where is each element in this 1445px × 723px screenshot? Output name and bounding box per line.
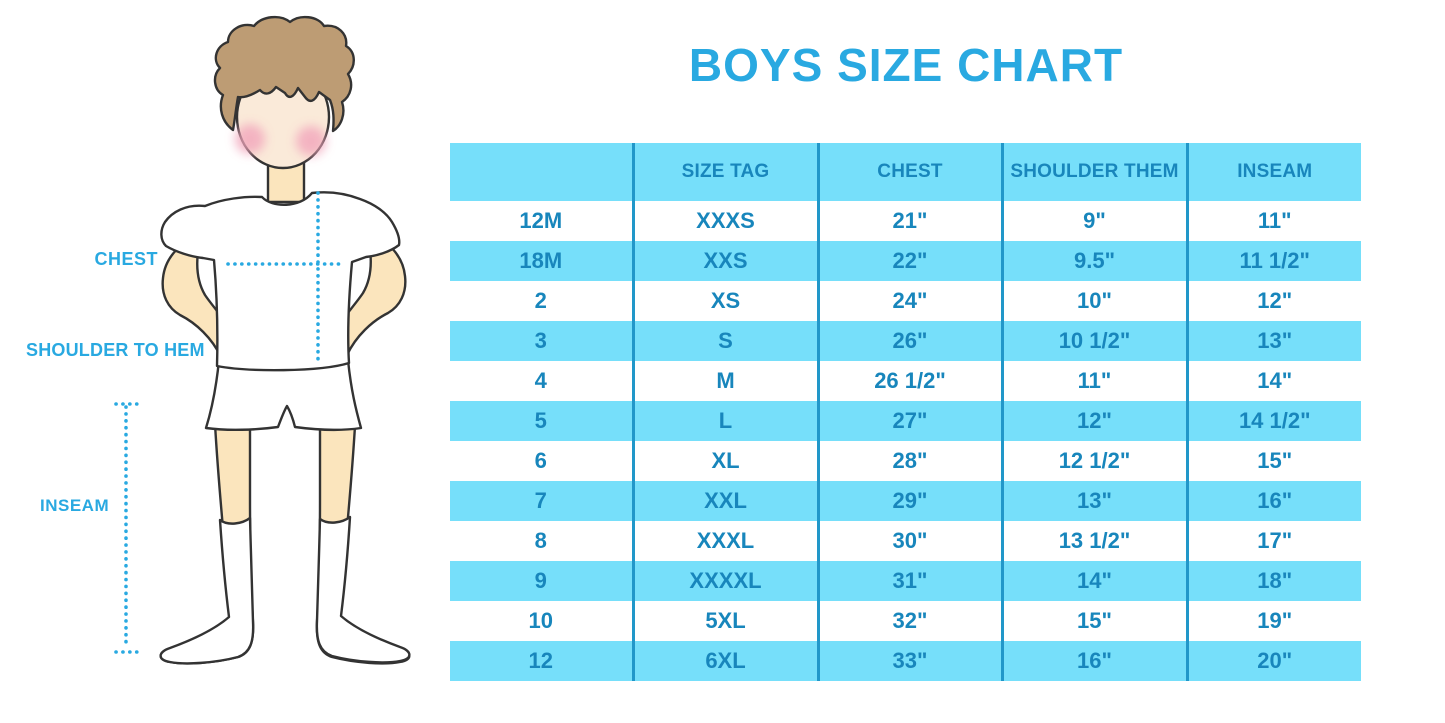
table-row: 2 XS 24" 10" 12": [450, 281, 1361, 321]
table-cell: XXS: [631, 241, 818, 281]
chest-measurement-label: CHEST: [94, 249, 158, 269]
table-cell: 24": [816, 281, 1002, 321]
table-row: 10 5XL 32" 15" 19": [450, 601, 1361, 641]
table-cell: 33": [816, 641, 1002, 681]
table-cell: S: [631, 321, 818, 361]
table-cell: 12": [1000, 401, 1187, 441]
boy-sock-right: [315, 515, 411, 664]
table-cell: 10": [1000, 281, 1187, 321]
boy-cheek-right: [296, 126, 326, 156]
table-cell: 12 1/2": [1000, 441, 1187, 481]
table-cell: 9.5": [1000, 241, 1187, 281]
table-cell: 5XL: [631, 601, 818, 641]
table-cell: 26": [816, 321, 1002, 361]
page-title: BOYS SIZE CHART: [688, 39, 1124, 91]
table-cell: 14": [1185, 361, 1361, 401]
table-row: 18M XXS 22" 9.5" 11 1/2": [450, 241, 1361, 281]
table-cell: 7: [450, 481, 633, 521]
table-cell: 11 1/2": [1185, 241, 1361, 281]
table-cell: 13 1/2": [1000, 521, 1187, 561]
table-cell: XL: [631, 441, 818, 481]
column-header: [450, 143, 633, 201]
table-cell: XXL: [631, 481, 818, 521]
table-cell: 11": [1185, 201, 1361, 241]
table-cell: 20": [1185, 641, 1361, 681]
table-cell: 5: [450, 401, 633, 441]
table-body: 12M XXXS 21" 9" 11" 18M XXS 22" 9.5" 11 1/2" 2 XS 24…: [450, 201, 1361, 681]
table-cell: 12M: [450, 201, 633, 241]
table-row: 8 XXXL 30" 13 1/2" 17": [450, 521, 1361, 561]
table-cell: 4: [450, 361, 633, 401]
table-cell: 16": [1000, 641, 1187, 681]
table-row: 7 XXL 29" 13" 16": [450, 481, 1361, 521]
table-cell: 31": [816, 561, 1002, 601]
table-cell: 26 1/2": [816, 361, 1002, 401]
table-cell: 19": [1185, 601, 1361, 641]
table-cell: XXXXL: [631, 561, 818, 601]
table-cell: 13": [1185, 321, 1361, 361]
column-header: INSEAM: [1185, 143, 1361, 201]
table-cell: 15": [1185, 441, 1361, 481]
table-cell: 14 1/2": [1185, 401, 1361, 441]
table-cell: 28": [816, 441, 1002, 481]
table-cell: 29": [816, 481, 1002, 521]
table-cell: 32": [816, 601, 1002, 641]
table-cell: 11": [1000, 361, 1187, 401]
table-cell: L: [631, 401, 818, 441]
table-row: 3 S 26" 10 1/2" 13": [450, 321, 1361, 361]
boy-cheek-left: [235, 124, 265, 154]
inseam-measurement-label: INSEAM: [40, 496, 110, 515]
table-header: SIZE TAG CHEST SHOULDER THEM INSEAM: [450, 143, 1361, 201]
table-cell: 13": [1000, 481, 1187, 521]
table-cell: 9": [1000, 201, 1187, 241]
table-cell: XXXS: [631, 201, 818, 241]
table-row: 9 XXXXL 31" 14" 18": [450, 561, 1361, 601]
column-header: SHOULDER THEM: [1000, 143, 1187, 201]
table-cell: 27": [816, 401, 1002, 441]
table-cell: XS: [631, 281, 818, 321]
table-row: 5 L 27" 12" 14 1/2": [450, 401, 1361, 441]
table-cell: 3: [450, 321, 633, 361]
table-cell: 22": [816, 241, 1002, 281]
table-cell: 12": [1185, 281, 1361, 321]
boy-shorts: [204, 358, 363, 432]
table-cell: 12: [450, 641, 633, 681]
table-cell: 10 1/2": [1000, 321, 1187, 361]
boy-shirt: [160, 191, 401, 372]
table-cell: 2: [450, 281, 633, 321]
table-row: 12M XXXS 21" 9" 11": [450, 201, 1361, 241]
table-cell: 9: [450, 561, 633, 601]
table-cell: 10: [450, 601, 633, 641]
table-cell: 15": [1000, 601, 1187, 641]
table-cell: 8: [450, 521, 633, 561]
boys-size-table: SIZE TAG CHEST SHOULDER THEM INSEAM 12M XXXS…: [450, 143, 1361, 681]
table-row: 4 M 26 1/2" 11" 14": [450, 361, 1361, 401]
table-cell: 6XL: [631, 641, 818, 681]
table-cell: XXXL: [631, 521, 818, 561]
column-header: SIZE TAG: [631, 143, 818, 201]
boy-sock-left: [159, 516, 255, 665]
boy-figure-illustration: [114, 15, 411, 665]
boy-hair: [213, 15, 355, 133]
table-cell: 14": [1000, 561, 1187, 601]
shoulder-to-hem-measurement-label: SHOULDER TO HEM: [26, 340, 205, 360]
table-cell: 17": [1185, 521, 1361, 561]
table-cell: 30": [816, 521, 1002, 561]
table-header-row: SIZE TAG CHEST SHOULDER THEM INSEAM: [450, 143, 1361, 201]
table-cell: 6: [450, 441, 633, 481]
table-cell: 16": [1185, 481, 1361, 521]
table-row: 12 6XL 33" 16" 20": [450, 641, 1361, 681]
column-header: CHEST: [816, 143, 1002, 201]
table-cell: 18M: [450, 241, 633, 281]
table-cell: M: [631, 361, 818, 401]
table-cell: 21": [816, 201, 1002, 241]
table-cell: 18": [1185, 561, 1361, 601]
table-row: 6 XL 28" 12 1/2" 15": [450, 441, 1361, 481]
